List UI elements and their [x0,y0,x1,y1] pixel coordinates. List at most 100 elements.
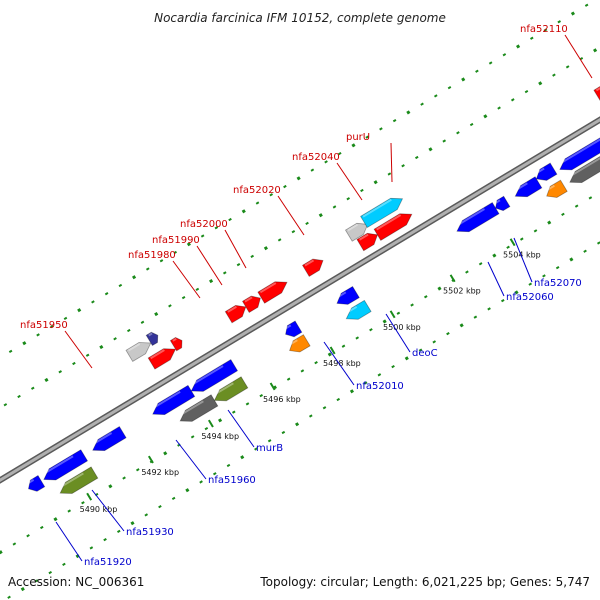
guide-dot [360,188,364,193]
gene-arrow-blue-10-shine [513,182,528,192]
gene-label-text[interactable]: purU [346,132,370,143]
gene-label-text[interactable]: nfa52010 [356,381,404,392]
guide-dot [58,370,63,374]
gene-label-reverse[interactable]: nfa52010 [323,341,404,392]
guide-dot [85,353,90,357]
gene-label-reverse[interactable]: nfa51930 [91,489,174,538]
gene-arrow-blue-8-body [456,202,500,233]
label-leader-line [513,237,533,283]
gene-arrow-red-8 [373,213,413,241]
gene-label-reverse[interactable]: nfa51960 [175,439,256,486]
guide-dot [414,155,419,160]
gene-arrow-red-9 [593,86,600,102]
guide-dot [332,205,337,209]
guide-dot [351,143,356,148]
gene-label-text[interactable]: nfa51930 [126,527,174,538]
gene-arrow-blue-3-body [92,426,127,452]
gene-labels: nfa51950 nfa51980 nfa51990 nfa52000 nfa52020… [20,24,593,568]
guide-dot [327,352,332,357]
gene-label-text[interactable]: nfa52000 [180,219,228,230]
gene-label-forward[interactable]: nfa52110 [520,24,593,79]
gene-arrow-red-4-shine [244,296,253,303]
gene-arrow-darkgray-2-shine [568,157,600,178]
gene-arrow-blue-7-body [336,285,360,305]
gene-arrow-gray-1 [125,342,152,362]
accession-text: Accession: NC_006361 [8,575,144,589]
gene-label-forward[interactable]: nfa51990 [152,235,223,286]
gene-label-forward[interactable]: nfa51950 [20,320,93,369]
guide-dot [231,410,236,414]
gene-label-text[interactable]: nfa51960 [208,475,256,486]
guide-dot [469,122,474,127]
guide-dot [72,361,76,366]
gene-arrow-blue-11 [535,162,558,181]
gene-label-text[interactable]: nfa52040 [292,152,340,163]
guide-dot [369,328,373,332]
gene-label-reverse[interactable]: nfa51920 [55,521,132,568]
gene-arrow-blue-3-shine [91,432,113,446]
gene-label-text[interactable]: nfa51990 [152,235,200,246]
gene-label-forward[interactable]: nfa52000 [180,219,247,269]
guide-dot [195,287,200,291]
gene-arrow-blue-1-body [28,474,46,492]
guide-dot [588,196,593,200]
gene-arrow-blue-6-shine [284,324,292,330]
gene-label-forward[interactable]: purU [346,132,393,183]
gene-arrow-red-3-body [224,304,247,324]
gene-label-reverse[interactable]: deoC [385,313,438,359]
gene-arrow-gray-1-shine [128,342,141,352]
gene-arrow-blue-11-shine [535,167,545,175]
guide-dot [552,73,556,77]
gene-arrow-red-1 [147,348,177,370]
guide-dot [418,348,423,352]
guide-dot [497,106,501,110]
tick-label: 5492 kbp [141,468,179,477]
guide-dot [199,480,203,484]
guide-dot [277,238,282,242]
guide-dot [281,430,286,435]
gene-arrow-blue-1 [27,474,46,492]
guide-dot [391,364,395,369]
gene-arrow-cyan-1 [360,197,404,229]
guide-dot [63,316,68,321]
tick-mark [449,274,456,283]
guide-dot [296,176,301,181]
guide-dot [593,48,598,53]
guide-dot [488,61,493,65]
backbone-line-inner [0,117,600,483]
gene-arrow-red-3 [224,304,247,324]
gene-label-reverse[interactable]: nfa52060 [487,261,554,303]
gene-label-text[interactable]: nfa51920 [84,557,132,568]
guide-dot [387,172,392,176]
gene-arrow-red-1-body [147,348,177,370]
gene-arrow-blue-10 [513,176,543,198]
gene-label-text[interactable]: nfa52060 [506,292,554,303]
guide-dot [173,250,178,255]
guide-dot [324,160,328,164]
guide-dot [433,94,438,98]
label-leader-line [64,330,93,369]
gene-arrow-red-7-body [356,232,379,252]
gene-label-forward[interactable]: nfa52040 [292,152,363,201]
guide-dot [255,201,260,205]
gene-label-text[interactable]: murB [256,443,283,454]
label-leader-line [224,229,247,269]
gene-arrow-blue-6-body [285,320,303,338]
gene-label-reverse[interactable]: murB [227,409,283,454]
gene-arrow-darkgray-1 [178,394,219,422]
guide-dot [300,369,305,373]
gene-arrow-blue-7-shine [335,291,347,299]
gene-label-text[interactable]: nfa51980 [128,250,176,261]
gene-label-text[interactable]: nfa52110 [520,24,568,35]
guide-dot [561,212,565,216]
gene-label-text[interactable]: deoC [412,348,438,359]
gene-label-reverse[interactable]: nfa52070 [513,237,582,289]
guide-dot [584,3,589,7]
gene-label-text[interactable]: nfa51950 [20,320,68,331]
gene-label-forward[interactable]: nfa52020 [233,185,305,236]
gene-arrow-darkgray-1-shine [178,400,204,417]
gene-label-text[interactable]: nfa52020 [233,185,281,196]
gene-label-forward[interactable]: nfa51980 [128,250,201,299]
gene-label-text[interactable]: nfa52070 [534,278,582,289]
guide-dot [132,275,137,280]
